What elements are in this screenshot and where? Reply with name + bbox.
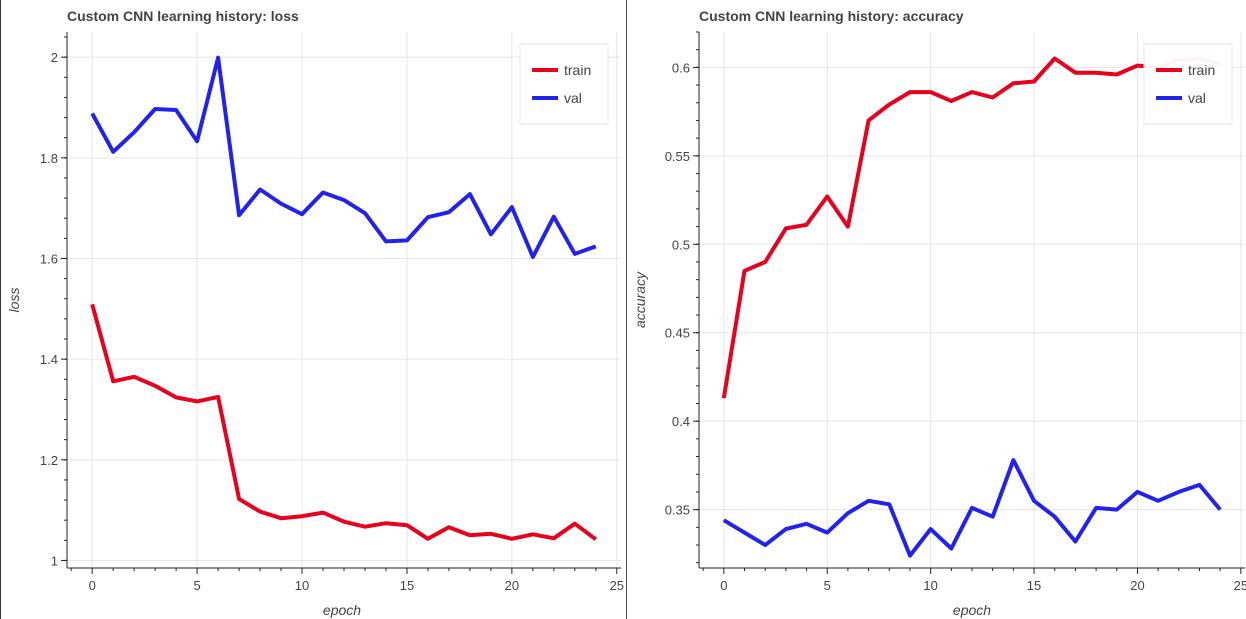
x-tick-label: 20 (1130, 578, 1144, 593)
x-tick-label: 20 (505, 578, 519, 593)
series-line-val (90, 55, 597, 259)
legend-label-val: val (564, 90, 582, 106)
x-tick-label: 15 (400, 578, 414, 593)
x-tick-label: 25 (1234, 578, 1246, 593)
chart-title: Custom CNN learning history: loss (67, 8, 299, 24)
y-tick-label: 0.6 (672, 60, 690, 75)
legend-label-train: train (564, 62, 591, 78)
x-tick-label: 10 (295, 578, 309, 593)
y-tick-label: 1.6 (40, 251, 58, 266)
y-tick-label: 1.4 (40, 352, 58, 367)
x-tick-label: 15 (1027, 578, 1041, 593)
x-axis-label: epoch (953, 602, 991, 618)
x-tick-label: 0 (89, 578, 96, 593)
legend-box (519, 43, 609, 125)
x-tick-label: 0 (720, 578, 727, 593)
y-tick-label: 0.35 (665, 503, 690, 518)
legend: train val (519, 43, 609, 125)
y-tick-label: 0.55 (665, 149, 690, 164)
legend-box (1143, 43, 1233, 125)
series-line-train (721, 56, 1221, 399)
y-axis-label: loss (6, 288, 22, 313)
series-line-val (722, 458, 1222, 558)
y-tick-label: 1.8 (40, 151, 58, 166)
legend-label-val: val (1188, 90, 1206, 106)
y-axis-label: accuracy (632, 271, 648, 328)
x-tick-label: 5 (193, 578, 200, 593)
y-tick-label: 0.45 (665, 326, 690, 341)
legend-label-train: train (1188, 62, 1215, 78)
loss-chart: Custom CNN learning history: loss epoch … (6, 8, 624, 618)
x-tick-label: 5 (824, 578, 831, 593)
chart-title: Custom CNN learning history: accuracy (699, 8, 964, 24)
accuracy-chart: Custom CNN learning history: accuracy ep… (632, 8, 1246, 618)
x-tick-label: 10 (923, 578, 937, 593)
y-tick-label: 1.2 (40, 453, 58, 468)
x-tick-label: 25 (610, 578, 624, 593)
y-tick-label: 0.4 (672, 414, 690, 429)
y-tick-label: 1 (51, 553, 58, 568)
series-line-train (90, 303, 597, 541)
x-axis-label: epoch (323, 602, 361, 618)
y-tick-label: 2 (51, 50, 58, 65)
y-tick-label: 0.5 (672, 237, 690, 252)
legend: train val (1143, 43, 1233, 125)
grid-lines (699, 32, 1245, 568)
